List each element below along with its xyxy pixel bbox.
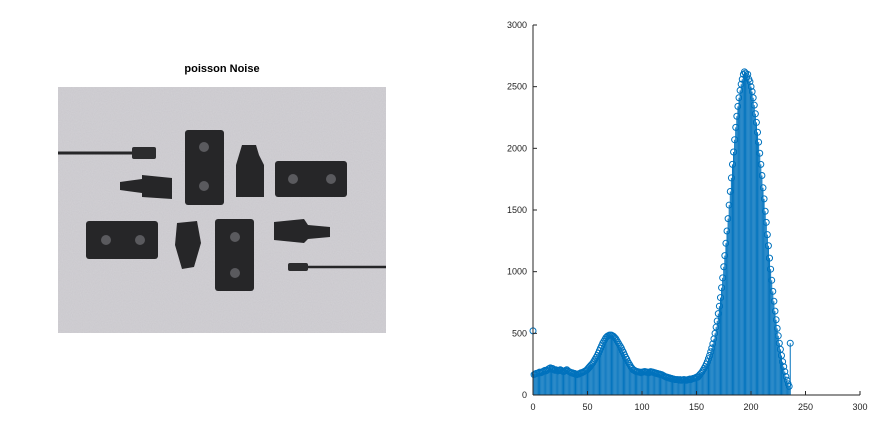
y-tick-label: 0 <box>522 390 527 400</box>
x-tick-label: 250 <box>798 402 813 412</box>
histogram-marker <box>715 302 723 310</box>
histogram-marker <box>714 310 722 318</box>
x-tick-label: 300 <box>852 402 867 412</box>
histogram-marker <box>707 348 715 356</box>
histogram-marker <box>734 102 742 110</box>
histogram-stems <box>532 71 791 395</box>
histogram-marker <box>746 78 754 86</box>
charger-block <box>185 130 224 205</box>
histogram-marker <box>755 138 763 146</box>
histogram-marker <box>744 70 752 78</box>
car-charger <box>274 219 330 243</box>
histogram-marker <box>727 174 735 182</box>
histogram-marker <box>756 149 764 157</box>
histogram-marker <box>747 83 755 91</box>
histogram-marker <box>750 101 758 109</box>
histogram-marker <box>706 352 714 360</box>
histogram-marker <box>726 188 734 195</box>
histogram-marker <box>752 118 760 126</box>
y-tick-label: 1000 <box>507 267 527 277</box>
histogram-marker <box>724 215 732 223</box>
histogram-marker <box>719 274 727 282</box>
histogram-marker <box>771 307 779 315</box>
histogram-marker <box>733 112 741 120</box>
histogram-markers <box>529 68 794 390</box>
histogram-marker <box>728 160 736 168</box>
histogram-marker <box>786 339 794 347</box>
histogram-marker <box>708 344 716 352</box>
histogram-marker <box>762 218 770 226</box>
histogram-marker <box>759 184 767 192</box>
x-tick-label: 0 <box>530 402 535 412</box>
usb-plug <box>132 147 156 159</box>
histogram-marker <box>722 239 730 247</box>
histogram-marker <box>770 297 778 305</box>
x-tick-label: 200 <box>743 402 758 412</box>
y-tick-label: 3000 <box>507 20 527 30</box>
histogram-marker <box>737 80 745 88</box>
histogram-marker <box>780 363 788 371</box>
y-tick-label: 2000 <box>507 143 527 153</box>
histogram-marker <box>757 160 765 168</box>
histogram-marker <box>725 201 733 209</box>
charger-block <box>215 219 254 291</box>
histogram-marker <box>782 373 790 380</box>
y-tick-label: 2500 <box>507 82 527 92</box>
histogram-marker <box>732 123 740 131</box>
histogram-marker <box>721 252 729 260</box>
histogram-marker <box>735 94 743 102</box>
histogram-marker <box>760 195 768 203</box>
histogram-marker <box>772 316 780 324</box>
histogram-marker <box>764 242 772 250</box>
histogram-marker <box>781 368 789 376</box>
histogram-marker <box>704 355 712 363</box>
histogram-marker <box>783 376 791 384</box>
charger-block <box>275 161 347 197</box>
x-tick-label: 50 <box>582 402 592 412</box>
histogram-marker <box>749 94 757 102</box>
x-tick-label: 150 <box>689 402 704 412</box>
histogram-marker <box>785 382 793 390</box>
histogram-marker <box>731 136 739 144</box>
histogram-marker <box>758 171 766 179</box>
usb-plug <box>288 263 308 271</box>
histogram-marker <box>768 276 776 284</box>
histogram-marker <box>773 324 781 332</box>
histogram-marker <box>754 128 762 136</box>
car-charger <box>236 145 264 197</box>
histogram-marker <box>723 227 731 235</box>
car-charger <box>175 221 201 269</box>
chart-axes: 0 50 100 150 200 250 3000500100015002000250030… <box>507 20 868 412</box>
x-tick-label: 100 <box>634 402 649 412</box>
histogram-marker <box>716 294 724 302</box>
histogram-marker <box>718 284 726 292</box>
charger-block <box>86 221 158 259</box>
histogram-marker <box>766 254 774 262</box>
histogram-marker <box>763 231 771 239</box>
histogram-marker <box>751 110 759 118</box>
histogram-marker <box>769 287 777 295</box>
histogram-marker <box>730 148 738 156</box>
y-tick-label: 500 <box>512 328 527 338</box>
y-tick-label: 1500 <box>507 205 527 215</box>
histogram-marker <box>767 265 775 273</box>
histogram-marker <box>709 340 717 348</box>
image-title: poisson Noise <box>184 63 260 75</box>
histogram-marker <box>713 317 721 325</box>
car-charger <box>120 175 172 199</box>
histogram-marker <box>774 332 782 340</box>
histogram-marker <box>761 207 769 215</box>
histogram-marker <box>703 358 711 366</box>
noisy-photo <box>58 87 386 333</box>
histogram-marker <box>720 263 728 271</box>
histogram-marker <box>779 358 787 366</box>
